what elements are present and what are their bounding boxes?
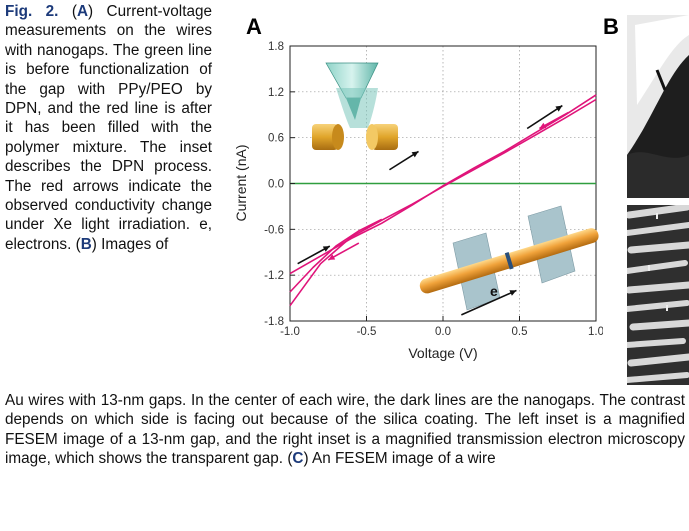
y-axis-label: Current (nA) [233, 144, 249, 221]
red-arrow-lower-head [328, 254, 336, 260]
electrode-right [372, 124, 398, 150]
electrode-left-face [332, 124, 344, 150]
x-tick-label: 0.0 [435, 326, 451, 338]
x-tick-label: -0.5 [357, 326, 377, 338]
x-axis-label: Voltage (V) [408, 345, 477, 361]
dpn-process-inset [312, 62, 398, 150]
figure-caption-left: Fig. 2. (A) Current-voltage measurements… [5, 3, 212, 253]
panel-letter-b: B [603, 14, 619, 39]
caption-text-4: An FESEM image of a wire [308, 450, 496, 468]
black-arrow-middle-head [411, 151, 419, 158]
nanowire-inset [419, 205, 599, 311]
black-arrow-lower-head [322, 246, 330, 252]
y-tick-label: -1.8 [264, 316, 284, 328]
axis-ticks: -1.0 -0.5 0.0 0.5 1.0 1.8 1.2 0.6 0.0 -0.6 -1.2 -1.… [264, 41, 603, 338]
y-tick-label: 1.2 [268, 87, 284, 99]
polymer-meniscus [336, 88, 378, 128]
panel-letter-a: A [246, 14, 262, 39]
caption-text-1: Current-voltage measurements on the wire… [5, 3, 212, 253]
x-tick-label: -1.0 [280, 326, 300, 338]
electron-label: e [490, 283, 498, 299]
iv-chart: -1.0 -0.5 0.0 0.5 1.0 1.8 1.2 0.6 0.0 -0.6 -1.2 -1.… [233, 41, 603, 361]
black-arrow-upper-head [555, 105, 563, 112]
electrode-left [312, 124, 338, 150]
electrode-right-face [366, 124, 378, 150]
red-arrow-upper-head [539, 122, 547, 129]
series-line-4 [289, 218, 383, 293]
x-tick-label: 0.5 [512, 326, 528, 338]
series-line-3 [289, 98, 597, 307]
electron-flow-arrow-head [509, 290, 517, 296]
caption-text-3: Au wires with 13-nm gaps. In the center … [5, 392, 685, 468]
x-tick-label: 1.0 [588, 326, 603, 338]
figure-caption-bottom: Au wires with 13-nm gaps. In the center … [5, 392, 685, 468]
caption-text-2: Images of [96, 235, 169, 253]
figure-label: Fig. 2. [5, 3, 59, 20]
y-tick-label: 0.0 [268, 179, 284, 191]
panel-ref-a: A [76, 3, 88, 20]
nanogap-mark [504, 252, 514, 270]
y-tick-label: -1.2 [264, 270, 284, 282]
y-tick-label: -0.6 [264, 224, 284, 236]
black-arrow-upper [526, 104, 563, 130]
y-tick-label: 1.8 [268, 41, 284, 53]
y-tick-label: 0.6 [268, 133, 284, 145]
electron-flow-arrow [461, 289, 517, 316]
fesem-image-top [627, 15, 689, 198]
panel-ref-c: C [292, 450, 304, 468]
fesem-image-bottom [627, 205, 689, 385]
panel-ref-b: B [80, 235, 92, 253]
direction-arrows [297, 104, 569, 316]
